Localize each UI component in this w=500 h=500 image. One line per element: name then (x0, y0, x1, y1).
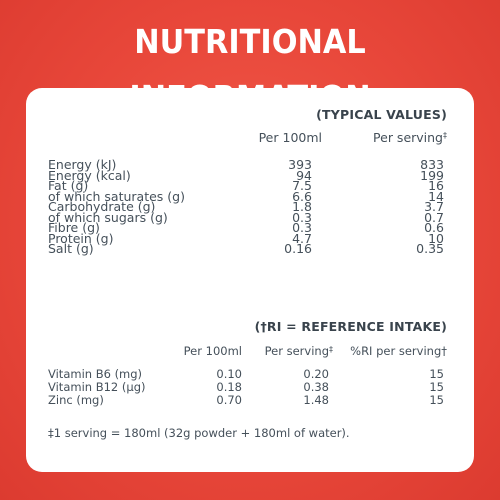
vitamin-serving-value: 0.20 (303, 367, 329, 381)
nutrient-serving-value: 199 (420, 167, 444, 183)
nutrient-label: of which saturates (g) (48, 188, 185, 204)
nutrient-label: of which sugars (g) (48, 209, 168, 225)
vitamin-serving-value: 0.38 (303, 380, 329, 394)
vitamin-ri-value: 15 (429, 380, 444, 394)
col-per100-header: Per 100ml (258, 130, 322, 145)
reference-intake-heading: (†RI = REFERENCE INTAKE) (254, 319, 447, 334)
vitamin-ri-value: 15 (429, 393, 444, 407)
nutrient-serving-value: 0.35 (416, 241, 444, 256)
col-serving-header: Per serving‡ (373, 130, 447, 145)
nutrient-per100-value: 0.3 (292, 209, 312, 225)
serving-footnote: ‡1 serving = 180ml (32g powder + 180ml o… (48, 426, 350, 440)
vitamin-ri-value: 15 (429, 367, 444, 381)
nutrient-label: Energy (kJ) (48, 157, 117, 172)
vitamin-per100-value: 0.10 (216, 367, 242, 381)
nutrient-per100-value: 4.7 (292, 230, 312, 246)
nutrient-serving-value: 16 (428, 178, 444, 193)
nutrient-serving-value: 833 (420, 157, 444, 172)
nutrient-per100-value: 1.8 (292, 199, 312, 214)
ri-col-serving-header: Per serving‡ (264, 344, 333, 358)
ri-col-per100-header: Per 100ml (183, 344, 242, 358)
vitamin-per100-value: 0.18 (216, 380, 242, 394)
typical-values-heading: (TYPICAL VALUES) (316, 107, 447, 122)
nutrient-per100-value: 0.16 (284, 241, 312, 256)
nutrient-per100-value: 7.5 (292, 178, 312, 193)
nutrient-serving-value: 14 (428, 188, 444, 204)
nutrition-card: (TYPICAL VALUES) Per 100ml Per serving‡ … (26, 88, 474, 472)
vitamin-label: Vitamin B12 (µg) (48, 380, 146, 394)
nutrient-label: Protein (g) (48, 230, 114, 246)
nutrient-serving-value: 0.6 (424, 220, 444, 235)
vitamin-per100-value: 0.70 (216, 393, 242, 407)
nutrient-serving-value: 3.7 (424, 199, 444, 214)
nutrient-label: Fat (g) (48, 178, 89, 193)
nutrient-serving-value: 10 (428, 230, 444, 246)
ri-col-ri-header: %RI per serving† (350, 344, 447, 358)
nutrient-per100-value: 6.6 (292, 188, 312, 204)
nutrient-label: Energy (kcal) (48, 167, 131, 183)
vitamin-label: Vitamin B6 (mg) (48, 367, 143, 381)
nutrient-per100-value: 0.3 (292, 220, 312, 235)
vitamin-label: Zinc (mg) (48, 393, 104, 407)
nutrient-serving-value: 0.7 (424, 209, 444, 225)
nutrient-per100-value: 94 (296, 167, 312, 183)
nutrient-per100-value: 393 (288, 157, 312, 172)
nutrient-label: Fibre (g) (48, 220, 100, 235)
nutrient-label: Salt (g) (48, 241, 94, 256)
vitamin-serving-value: 1.48 (303, 393, 329, 407)
nutrient-label: Carbohydrate (g) (48, 199, 156, 214)
